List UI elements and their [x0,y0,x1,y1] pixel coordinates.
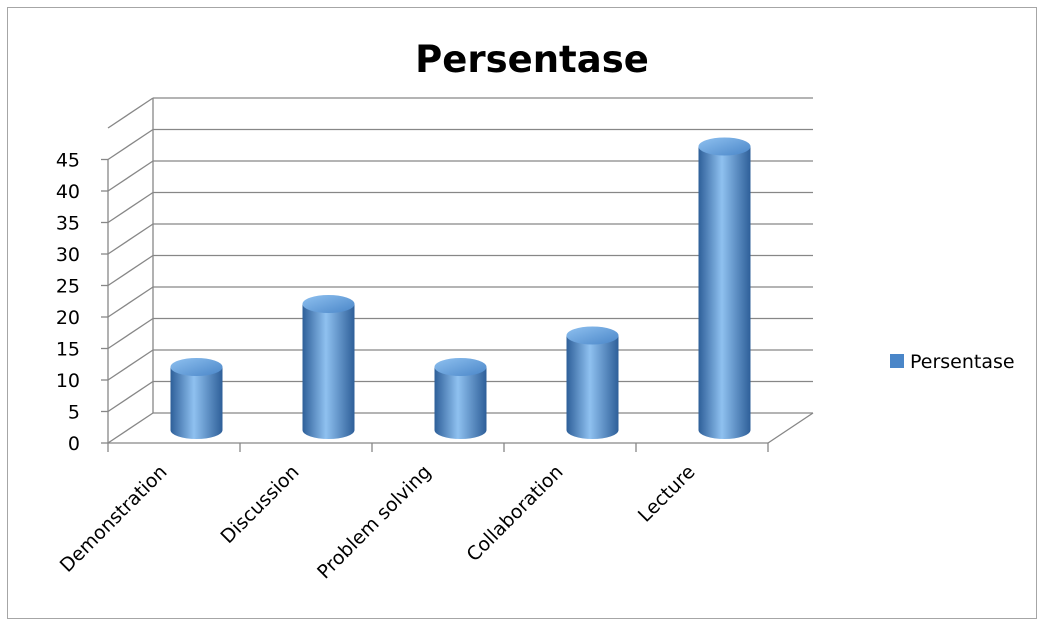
y-tick-label: 40 [56,181,80,203]
legend: Persentase [890,351,1015,373]
x-category-label: Problem solving [313,461,435,583]
x-category-label: Demonstration [56,461,172,577]
y-tick-label: 0 [68,433,80,455]
gridline-side [107,254,154,287]
gridline-side [107,223,154,255]
legend-label: Persentase [910,351,1015,373]
x-category-label: Lecture [634,461,700,527]
chart-title: Persentase [415,38,649,81]
y-tick-label: 25 [56,276,80,298]
floor-right-edge [767,412,814,444]
y-tick-label: 10 [56,370,80,392]
bar-collaboration [566,326,619,439]
cylinder-body [302,304,355,439]
cylinder-cap [566,326,619,345]
cylinder-body [434,367,487,439]
y-tick-label: 5 [68,402,80,424]
gridline-side [107,380,154,413]
gridline-side [107,191,154,224]
y-tick-label: 20 [56,307,80,329]
x-category-label: Collaboration [462,461,567,566]
y-tick-label: 30 [56,244,80,266]
gridline-side [107,349,154,381]
cylinder-body [566,335,619,439]
cylinder-cap [698,137,751,156]
cylinder-body [170,367,223,439]
legend-swatch [890,354,904,368]
y-tick-label: 35 [56,213,80,235]
gridline-side [107,160,154,192]
chart-frame [7,7,1037,619]
gridline-side [107,317,154,350]
bar-discussion [302,295,355,439]
bars [170,137,751,439]
cylinder-cap [170,358,223,376]
bar-lecture [698,137,751,439]
x-category-label: Discussion [217,461,304,548]
cylinder-body [698,146,751,439]
gridline-side [107,286,154,318]
axes [101,98,769,452]
cylinder-cap [434,358,487,376]
y-tick-label: 15 [56,339,80,361]
bar-problem-solving [434,358,487,439]
cylinder-cap [302,295,355,313]
gridline-side [107,412,154,444]
gridline-side [107,97,154,129]
bar-demonstration [170,358,223,439]
gridline-side [107,128,154,161]
y-tick-label: 45 [56,150,80,172]
